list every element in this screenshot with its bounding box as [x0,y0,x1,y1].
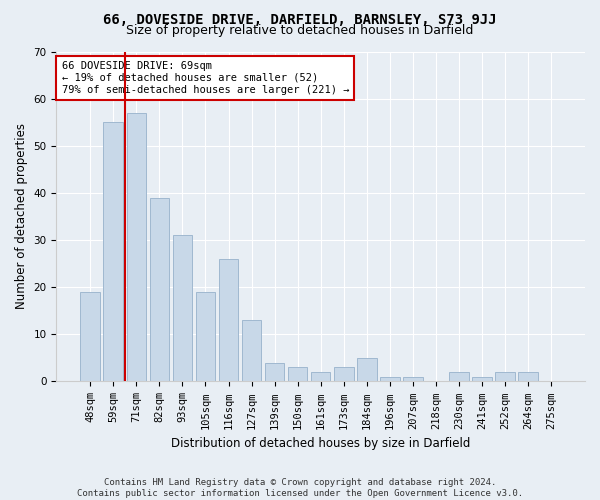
Text: 66, DOVESIDE DRIVE, DARFIELD, BARNSLEY, S73 9JJ: 66, DOVESIDE DRIVE, DARFIELD, BARNSLEY, … [103,12,497,26]
Bar [311,372,331,382]
X-axis label: Distribution of detached houses by size in Darfield: Distribution of detached houses by size … [171,437,470,450]
Bar [380,376,400,382]
Bar [334,368,353,382]
Bar [472,376,492,382]
Bar [80,292,100,382]
Bar [219,259,238,382]
Bar [357,358,377,382]
Bar [449,372,469,382]
Bar [127,113,146,382]
Bar [149,198,169,382]
Text: Contains HM Land Registry data © Crown copyright and database right 2024.
Contai: Contains HM Land Registry data © Crown c… [77,478,523,498]
Y-axis label: Number of detached properties: Number of detached properties [15,124,28,310]
Bar [196,292,215,382]
Bar [103,122,123,382]
Bar [518,372,538,382]
Bar [265,362,284,382]
Bar [173,236,192,382]
Bar [242,320,262,382]
Bar [403,376,422,382]
Text: Size of property relative to detached houses in Darfield: Size of property relative to detached ho… [127,24,473,37]
Bar [288,368,307,382]
Bar [495,372,515,382]
Text: 66 DOVESIDE DRIVE: 69sqm
← 19% of detached houses are smaller (52)
79% of semi-d: 66 DOVESIDE DRIVE: 69sqm ← 19% of detach… [62,62,349,94]
